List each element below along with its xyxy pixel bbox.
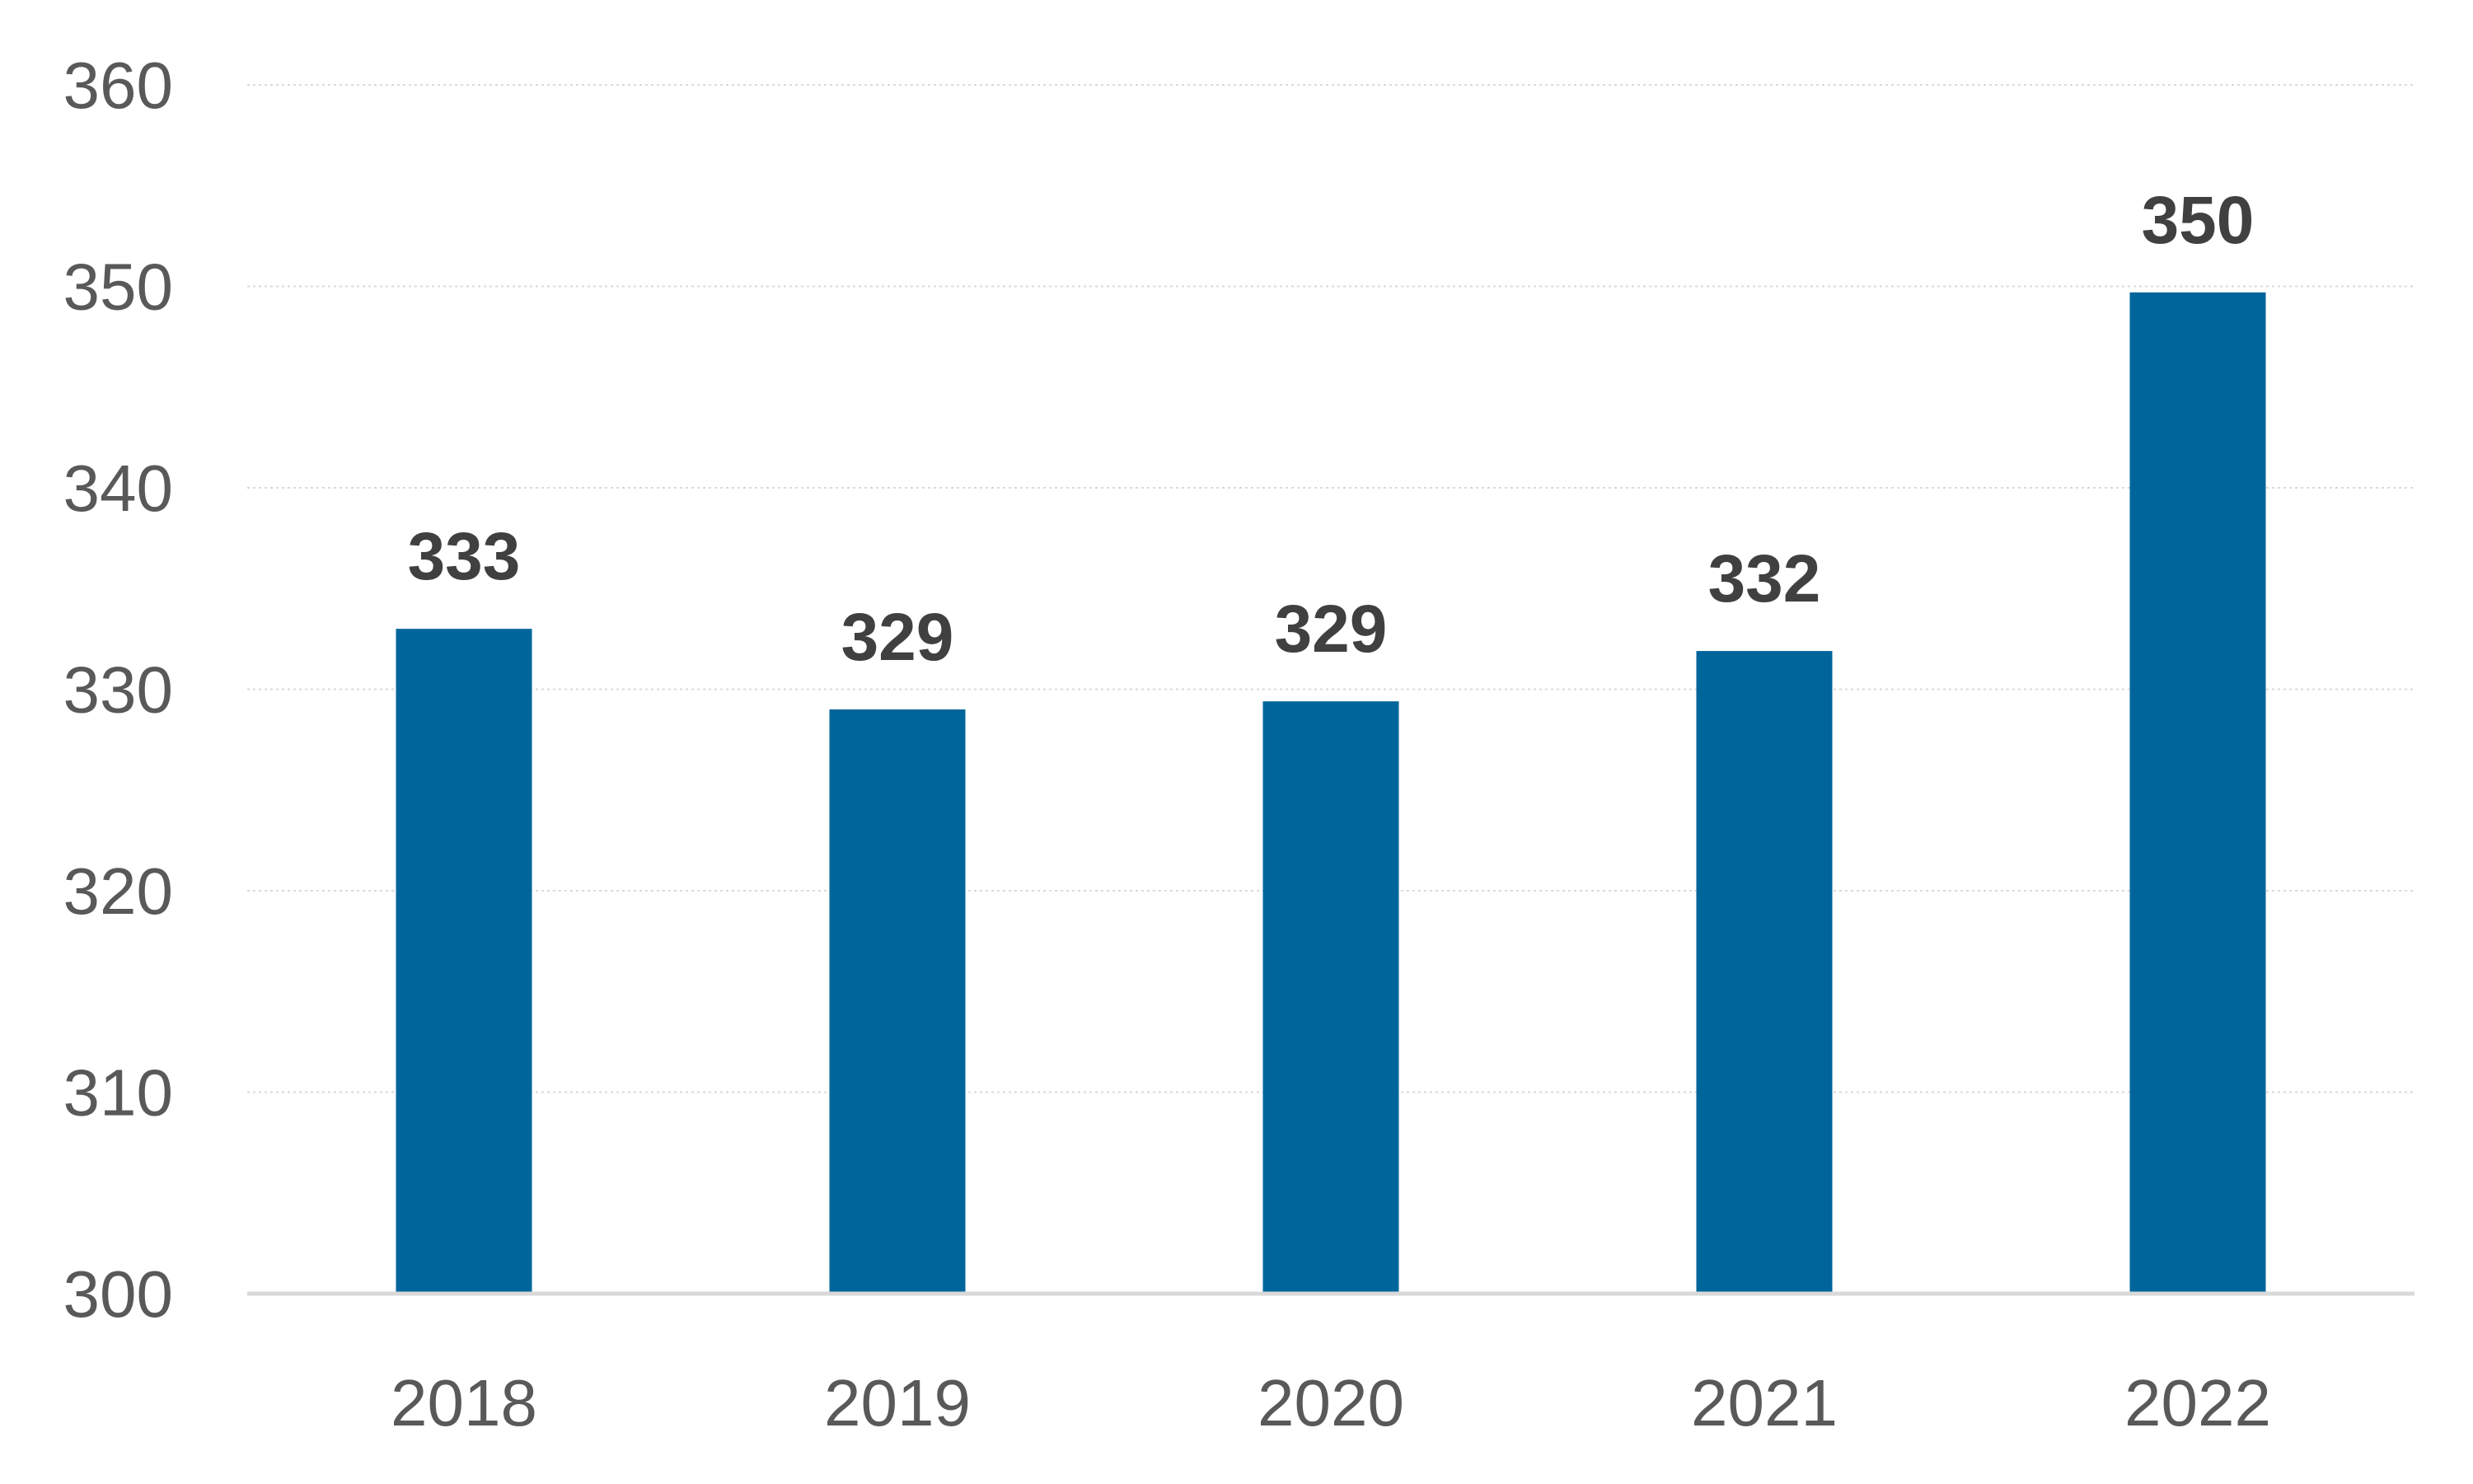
y-tick-label: 330 <box>63 653 173 727</box>
gridlines <box>247 84 2414 1093</box>
bar-2020 <box>1262 701 1399 1294</box>
bar-2021 <box>1696 651 1833 1294</box>
bars <box>396 292 2266 1294</box>
y-tick-label: 360 <box>63 49 173 122</box>
y-axis-ticks: 300 310 320 330 340 350 360 <box>63 49 173 1331</box>
data-labels: 333 329 329 332 350 <box>408 183 2255 675</box>
y-tick-label: 310 <box>63 1056 173 1130</box>
data-label-2019: 329 <box>841 600 954 675</box>
y-tick-label: 340 <box>63 452 173 525</box>
data-label-2018: 333 <box>408 519 521 594</box>
bar-2022 <box>2129 292 2266 1294</box>
x-tick-label-2021: 2021 <box>1691 1366 1838 1440</box>
y-tick-label: 320 <box>63 854 173 928</box>
x-tick-label-2019: 2019 <box>824 1366 971 1440</box>
x-tick-label-2018: 2018 <box>391 1366 537 1440</box>
x-tick-label-2022: 2022 <box>2124 1366 2271 1440</box>
data-label-2021: 332 <box>1708 541 1821 616</box>
y-tick-label: 300 <box>63 1257 173 1331</box>
data-label-2020: 329 <box>1275 592 1388 667</box>
x-tick-label-2020: 2020 <box>1258 1366 1404 1440</box>
bar-2019 <box>829 709 966 1294</box>
data-label-2022: 350 <box>2142 183 2255 258</box>
y-tick-label: 350 <box>63 250 173 324</box>
bar-2018 <box>396 629 532 1294</box>
x-axis-ticks: 2018 2019 2020 2021 2022 <box>391 1366 2271 1440</box>
